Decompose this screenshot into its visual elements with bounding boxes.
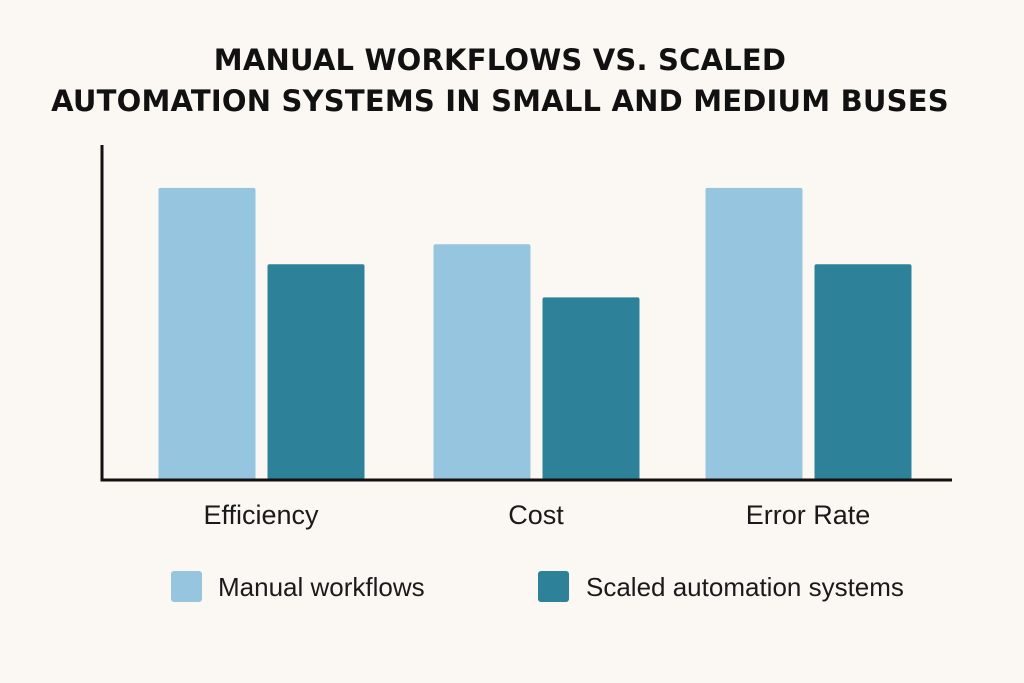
legend: Manual workflows Scaled automation system… (171, 571, 904, 602)
bar-efficiency-scaled-automation-systems (267, 264, 365, 480)
legend-label-scaled-automation-systems: Scaled automation systems (586, 572, 904, 602)
bar-error-rate-manual-workflows (705, 187, 803, 480)
legend-label-manual-workflows: Manual workflows (218, 572, 425, 602)
bar-error-rate-scaled-automation-systems (814, 264, 912, 480)
bar-cost-manual-workflows (433, 244, 531, 480)
chart-title-line-1: MANUAL WORKFLOWS VS. SCALED (213, 43, 787, 77)
x-tick-label-error-rate: Error Rate (746, 500, 871, 530)
chart-title: MANUAL WORKFLOWS VS. SCALED AUTOMATION S… (0, 40, 1000, 122)
chart-title-line-2: AUTOMATION SYSTEMS IN SMALL AND MEDIUM B… (51, 84, 949, 118)
legend-swatch-manual-workflows (171, 571, 202, 602)
x-tick-label-efficiency: Efficiency (203, 500, 319, 530)
bar-cost-scaled-automation-systems (542, 297, 640, 480)
bar-efficiency-manual-workflows (158, 187, 256, 480)
axes-layer (100, 145, 952, 482)
bars-layer (158, 187, 912, 480)
x-tick-label-cost: Cost (508, 500, 564, 530)
x-tick-labels: Efficiency Cost Error Rate (203, 500, 870, 530)
legend-swatch-scaled-automation-systems (538, 571, 569, 602)
